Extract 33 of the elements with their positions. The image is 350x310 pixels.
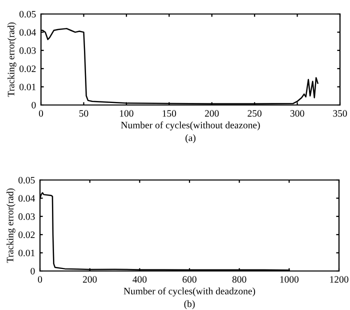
x-tick-label: 150 [162, 110, 176, 117]
y-tick-label: 0.04 [18, 195, 35, 202]
x-tick-label: 600 [182, 276, 196, 283]
y-tick-label: 0.02 [19, 66, 36, 72]
y-axis-title: Tracking error(rad) [6, 188, 16, 263]
y-axis-title: Tracking error(rad) [8, 22, 16, 97]
x-tick-label: 300 [290, 110, 304, 117]
x-tick-label: 200 [82, 276, 97, 283]
x-tick-label: 1000 [280, 276, 299, 283]
y-tick-label: 0.02 [18, 232, 35, 238]
x-tick-label: 350 [333, 110, 347, 117]
x-tick-label: 1200 [330, 276, 348, 283]
x-tick-label: 800 [232, 276, 246, 283]
x-tick-label: 0 [38, 276, 42, 283]
x-tick-label: 250 [248, 110, 262, 117]
x-tick-label: 0 [38, 110, 44, 117]
y-tick-label: 0.01 [19, 84, 36, 90]
y-tick-label: 0.04 [19, 29, 36, 36]
y-tick-label: 0 [32, 102, 36, 108]
y-tick-label: 0.05 [19, 10, 36, 18]
y-tick-label: 0.03 [18, 213, 35, 220]
x-tick-label: 100 [120, 110, 134, 117]
y-tick-label: 0.01 [18, 250, 35, 256]
text: (b) [184, 300, 195, 310]
x-axis-title: Number of cycles(with deadzone) [124, 287, 256, 296]
text: (a) [186, 134, 196, 144]
y-tick-label: 0.03 [19, 47, 36, 54]
y-tick-label: 0 [30, 268, 35, 274]
x-tick-label: 50 [79, 110, 88, 117]
x-tick-label: 400 [132, 276, 147, 283]
x-axis-title: Number of cycles(without deazone) [120, 121, 260, 130]
y-tick-label: 0.05 [18, 176, 35, 184]
x-tick-label: 200 [204, 110, 219, 117]
